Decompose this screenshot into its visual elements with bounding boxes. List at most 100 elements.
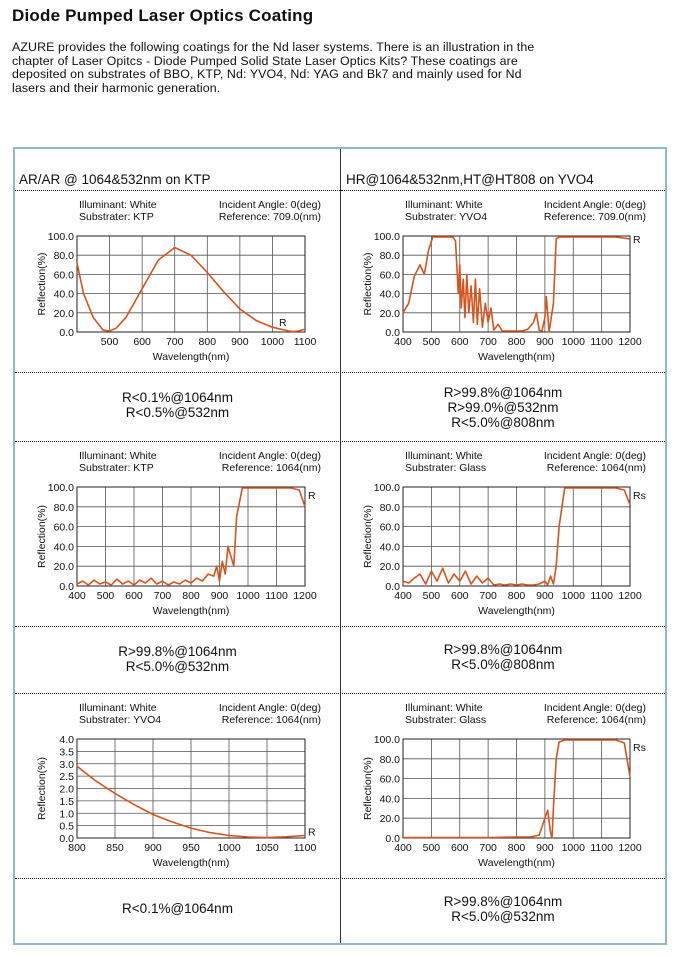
illuminant-label: Illuminant: White — [79, 702, 157, 714]
x-tick-label: 400 — [394, 336, 412, 348]
spectrum-chart: Illuminant: White Substrater: Glass Incide… — [341, 695, 665, 876]
substrate-label: Substrater: YVO4 — [405, 211, 487, 223]
row-separator — [15, 878, 665, 879]
incident-angle-label: Incident Angle: 0(deg) — [544, 199, 646, 211]
reference-label: Reference: 1064(nm) — [547, 714, 646, 726]
x-tick-label: 1100 — [294, 336, 317, 348]
y-tick-label: 3.5 — [59, 746, 74, 758]
x-tick-label: 500 — [97, 590, 115, 602]
x-tick-label: 500 — [101, 336, 119, 348]
x-tick-label: 1200 — [618, 590, 642, 602]
series-label: R — [279, 317, 287, 329]
row-separator — [15, 372, 665, 373]
y-tick-label: 3.0 — [59, 759, 74, 771]
x-tick-label: 500 — [423, 842, 441, 854]
reference-label: Reference: 709.0(nm) — [544, 211, 646, 223]
incident-angle-label: Incident Angle: 0(deg) — [219, 702, 321, 714]
x-tick-label: 900 — [536, 590, 554, 602]
x-tick-label: 950 — [182, 842, 200, 854]
plot-frame — [76, 486, 306, 587]
x-tick-label: 900 — [536, 336, 554, 348]
x-tick-label: 1200 — [293, 590, 317, 602]
incident-angle-label: Incident Angle: 0(deg) — [544, 702, 646, 714]
y-tick-label: 100.0 — [374, 734, 400, 746]
x-tick-label: 900 — [536, 842, 554, 854]
x-tick-label: 700 — [479, 336, 497, 348]
y-tick-label: 100.0 — [48, 482, 74, 494]
spectrum-chart: Illuminant: White Substrater: KTP Incident… — [15, 443, 340, 624]
y-tick-label: 40.0 — [380, 289, 401, 301]
series-label: R — [308, 827, 316, 839]
series-label: R — [633, 234, 641, 246]
y-tick-label: 80.0 — [54, 502, 75, 514]
x-axis-label: Wavelength(nm) — [153, 605, 230, 617]
spec-line: R>99.0%@532nm — [447, 400, 559, 415]
intro-line: lasers and their harmonic generation. — [12, 80, 221, 95]
reflection-curve — [76, 765, 306, 839]
y-tick-label: 100.0 — [374, 231, 400, 243]
x-tick-label: 700 — [154, 590, 172, 602]
illuminant-label: Illuminant: White — [79, 450, 157, 462]
title-underline — [341, 190, 665, 191]
spectrum-chart: Illuminant: White Substrater: KTP Incident… — [15, 192, 340, 370]
reflection-curve — [402, 236, 631, 333]
spec-block: R<0.1%@1064nm — [15, 901, 340, 916]
y-axis-label: Reflection(%) — [36, 757, 48, 820]
y-tick-label: 20.0 — [380, 813, 401, 825]
y-tick-label: 1.5 — [59, 796, 74, 808]
y-tick-label: 60.0 — [54, 269, 75, 281]
x-tick-label: 900 — [211, 590, 229, 602]
x-tick-label: 1050 — [255, 842, 279, 854]
x-tick-label: 700 — [479, 590, 497, 602]
x-tick-label: 1000 — [562, 590, 586, 602]
x-tick-label: 600 — [451, 336, 469, 348]
x-tick-label: 800 — [182, 590, 200, 602]
x-tick-label: 800 — [508, 336, 526, 348]
spec-line: R>99.8%@1064nm — [118, 644, 237, 659]
x-tick-label: 1100 — [590, 336, 613, 348]
y-tick-label: 0.0 — [385, 327, 400, 339]
y-tick-label: 80.0 — [380, 250, 401, 262]
reference-label: Reference: 1064(nm) — [547, 462, 646, 474]
x-tick-label: 400 — [68, 590, 86, 602]
y-tick-label: 60.0 — [380, 774, 401, 786]
x-tick-label: 1100 — [590, 590, 613, 602]
illuminant-label: Illuminant: White — [405, 450, 483, 462]
y-tick-label: 40.0 — [380, 793, 401, 805]
y-tick-label: 60.0 — [380, 269, 401, 281]
incident-angle-label: Incident Angle: 0(deg) — [219, 199, 321, 211]
y-tick-label: 0.0 — [59, 327, 74, 339]
page-title: Diode Pumped Laser Optics Coating — [12, 6, 314, 25]
y-tick-label: 80.0 — [54, 250, 75, 262]
reference-label: Reference: 1064(nm) — [222, 462, 321, 474]
spectrum-chart: Illuminant: White Substrater: YVO4 Inciden… — [15, 695, 340, 876]
x-tick-label: 1200 — [618, 336, 642, 348]
substrate-label: Substrater: YVO4 — [79, 714, 161, 726]
y-tick-label: 40.0 — [54, 541, 75, 553]
spectrum-chart: Illuminant: White Substrater: Glass Incide… — [341, 443, 665, 624]
spec-block: R>99.8%@1064nm R<5.0%@808nm — [341, 642, 665, 672]
y-tick-label: 0.0 — [385, 833, 400, 845]
intro-line: AZURE provides the following coatings fo… — [12, 40, 535, 54]
y-tick-label: 20.0 — [54, 561, 75, 573]
y-tick-label: 0.0 — [59, 833, 74, 845]
row-separator — [15, 693, 665, 694]
plot-frame — [402, 486, 631, 587]
spec-line: R<5.0%@808nm — [451, 415, 555, 430]
spec-line: R>99.8%@1064nm — [443, 385, 563, 400]
spec-line: R<0.1%@1064nm — [122, 901, 233, 916]
spec-line: R<5.0%@532nm — [451, 909, 555, 924]
reference-label: Reference: 1064(nm) — [222, 714, 321, 726]
y-tick-label: 40.0 — [380, 541, 401, 553]
spec-line: R<5.0%@808nm — [451, 657, 555, 672]
x-tick-label: 600 — [451, 590, 469, 602]
y-tick-label: 60.0 — [380, 522, 401, 534]
title-underline — [15, 190, 340, 191]
reflection-curve — [76, 246, 306, 333]
x-tick-label: 800 — [68, 842, 86, 854]
x-tick-label: 500 — [423, 336, 441, 348]
y-axis-label: Reflection(%) — [362, 757, 374, 820]
